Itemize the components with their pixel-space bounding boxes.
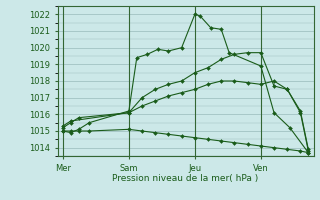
X-axis label: Pression niveau de la mer( hPa ): Pression niveau de la mer( hPa ) [112, 174, 259, 183]
